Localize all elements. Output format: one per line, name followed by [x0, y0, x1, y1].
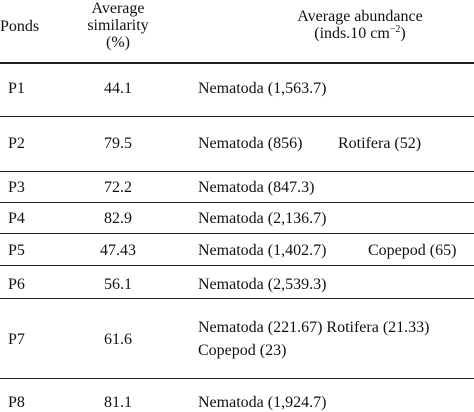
- header-ponds: Ponds: [0, 18, 40, 35]
- header-abundance-exponent: −2: [389, 24, 401, 35]
- pond-cell: P1: [8, 80, 25, 97]
- row-divider: [0, 265, 474, 266]
- abundance-cell: Copepod (65): [368, 242, 457, 259]
- similarity-cell: 72.2: [104, 179, 132, 196]
- pond-cell: P6: [8, 276, 25, 293]
- header-abundance-close: ): [400, 25, 406, 42]
- pond-cell: P4: [8, 210, 25, 227]
- abundance-cell: Nematoda (221.67) Rotifera (21.33): [198, 319, 430, 336]
- abundance-cell: Nematoda (1,402.7): [198, 242, 327, 259]
- pond-cell: P5: [8, 242, 25, 259]
- abundance-cell: Nematoda (847.3): [198, 179, 315, 196]
- abundance-cell: Nematoda (1,924.7): [198, 394, 327, 411]
- header-rule: [0, 62, 474, 64]
- row-divider: [0, 233, 474, 234]
- abundance-cell: Nematoda (1,563.7): [198, 80, 327, 97]
- abundance-cell: Nematoda (856): [198, 135, 303, 152]
- header-abundance-line2: (inds.10 cm−2): [250, 24, 470, 43]
- abundance-cell: Nematoda (2,539.3): [198, 276, 327, 293]
- similarity-cell: 79.5: [104, 135, 132, 152]
- abundance-cell: Nematoda (2,136.7): [198, 210, 327, 227]
- pond-cell: P8: [8, 394, 25, 411]
- pond-cell: P2: [8, 135, 25, 152]
- abundance-cell: Rotifera (52): [338, 135, 422, 152]
- pond-cell: P3: [8, 179, 25, 196]
- similarity-cell: 47.43: [100, 242, 136, 259]
- header-similarity-line2: similarity: [87, 17, 149, 34]
- similarity-cell: 82.9: [104, 210, 132, 227]
- header-average-abundance: Average abundance (inds.10 cm−2): [250, 8, 470, 42]
- row-divider: [0, 171, 474, 172]
- row-divider: [0, 298, 474, 299]
- header-abundance-unit: (inds.10 cm: [314, 25, 390, 42]
- abundance-cell: Copepod (23): [198, 342, 287, 359]
- similarity-cell: 44.1: [104, 80, 132, 97]
- pond-cell: P7: [8, 331, 25, 348]
- row-divider: [0, 116, 474, 117]
- similarity-cell: 61.6: [104, 331, 132, 348]
- header-similarity-line3: (%): [106, 34, 130, 51]
- header-similarity-line1: Average: [91, 0, 145, 17]
- header-average-similarity: Average similarity (%): [72, 0, 164, 51]
- header-abundance-line1: Average abundance: [297, 8, 423, 25]
- row-divider: [0, 378, 474, 379]
- similarity-cell: 56.1: [104, 276, 132, 293]
- row-divider: [0, 202, 474, 203]
- similarity-cell: 81.1: [104, 394, 132, 411]
